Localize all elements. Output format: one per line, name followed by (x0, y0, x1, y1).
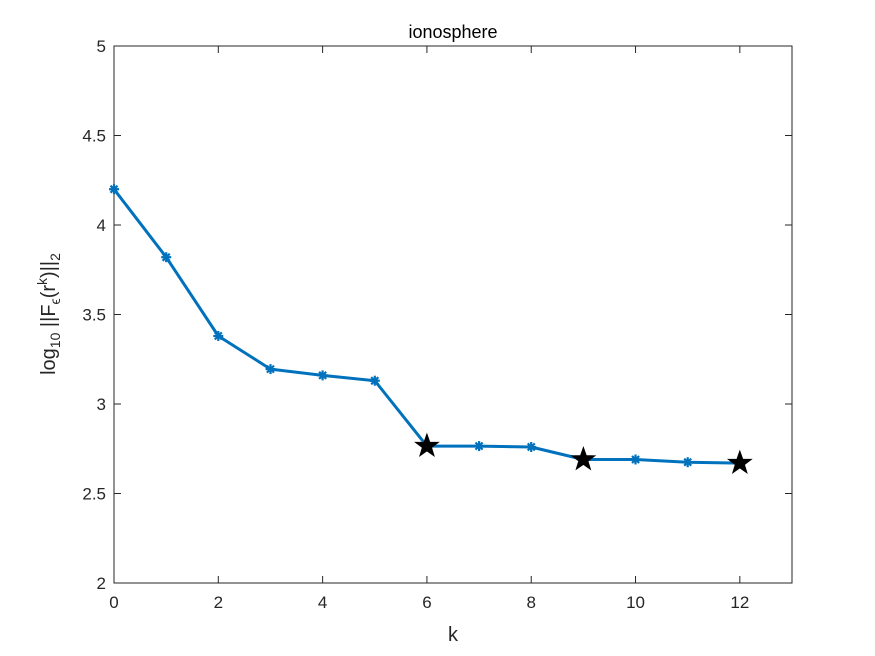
highlight-star-marker (726, 449, 753, 475)
y-tick-label: 2 (97, 574, 106, 593)
data-point-marker (369, 375, 380, 386)
y-label-arg-close: )|| (38, 261, 60, 278)
x-tick-label: 2 (214, 593, 223, 612)
plot-area (113, 45, 793, 584)
series-layer (109, 184, 753, 475)
y-label-prefix: log (38, 348, 60, 375)
y-tick-label: 4.5 (82, 127, 106, 146)
data-point-marker (265, 364, 276, 375)
y-tick-label: 2.5 (82, 485, 106, 504)
x-axis-label: k (448, 624, 459, 646)
data-point-marker (161, 252, 172, 263)
highlight-star-marker (414, 432, 440, 458)
x-tick-label: 4 (318, 593, 327, 612)
highlight-star-marker (570, 445, 597, 471)
y-label-norm-open: ||F (38, 304, 60, 332)
data-point-marker (526, 442, 537, 452)
y-label-arg-open: (r (38, 285, 60, 299)
y-tick-label: 5 (97, 37, 106, 56)
y-label-norm-sub: 2 (47, 253, 63, 261)
y-tick-label: 3 (97, 395, 106, 414)
data-point-marker (213, 331, 224, 341)
data-point-marker (682, 457, 693, 468)
x-tick-label: 10 (626, 593, 645, 612)
data-point-marker (109, 184, 119, 195)
x-tick-label: 8 (526, 593, 535, 612)
y-label-superscript: k (34, 277, 50, 285)
data-point-marker (474, 441, 485, 452)
x-tick-label: 0 (109, 593, 118, 612)
chart-title: ionosphere (408, 22, 497, 42)
y-label-epsilon: ϵ (47, 298, 63, 304)
y-tick-label: 3.5 (82, 306, 106, 325)
y-axis-label: log10 ||Fϵ(rk)||2 (34, 253, 63, 375)
x-tick-label: 12 (730, 593, 749, 612)
data-point-marker (317, 370, 328, 381)
x-tick-label: 6 (422, 593, 431, 612)
y-tick-label: 4 (97, 216, 106, 235)
data-point-marker (630, 454, 641, 465)
y-label-base: 10 (47, 332, 63, 348)
